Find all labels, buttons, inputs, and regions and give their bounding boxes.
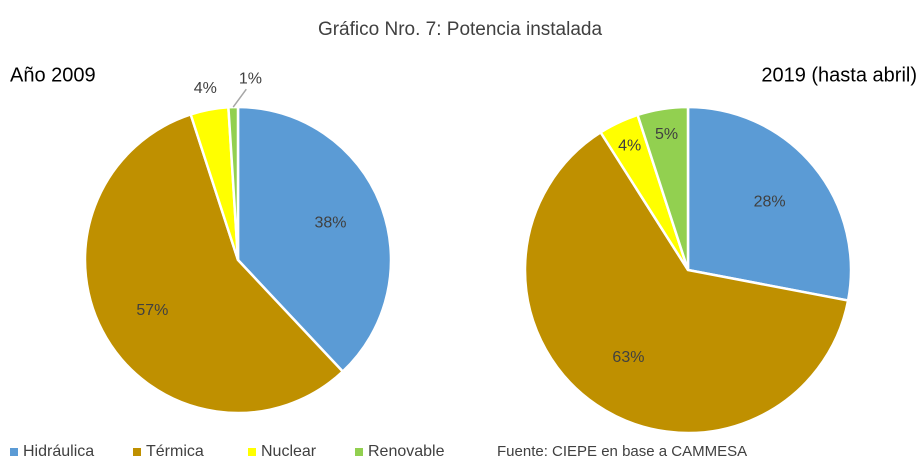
legend-label: Térmica	[146, 443, 204, 460]
pie-slice	[636, 105, 690, 271]
pie-slice	[83, 112, 345, 415]
data-label: 38%	[314, 215, 346, 232]
legend-label: Nuclear	[261, 443, 317, 460]
legend-label: Hidráulica	[23, 443, 94, 460]
legend-swatch	[355, 448, 363, 456]
leader-line	[232, 88, 247, 108]
pie-title: Año 2009	[10, 64, 96, 86]
legend-swatch	[10, 448, 18, 456]
pie-title: 2019 (hasta abril)	[761, 64, 917, 86]
pie-slice	[236, 105, 393, 374]
data-label: 63%	[612, 349, 644, 366]
data-label: 4%	[194, 80, 217, 97]
legend-label: Renovable	[368, 443, 445, 460]
data-label: 5%	[655, 126, 678, 143]
legend-swatch	[133, 448, 141, 456]
pie-slice	[686, 105, 853, 303]
data-label: 1%	[239, 71, 262, 88]
chart-title: Gráfico Nro. 7: Potencia instalada	[318, 19, 603, 40]
pie-slice	[523, 130, 850, 435]
data-label: 28%	[754, 194, 786, 211]
pie-slice	[227, 105, 240, 261]
data-label: 4%	[618, 137, 641, 154]
legend-swatch	[248, 448, 256, 456]
source-note: Fuente: CIEPE en base a CAMMESA	[497, 443, 747, 460]
data-label: 57%	[136, 302, 168, 319]
